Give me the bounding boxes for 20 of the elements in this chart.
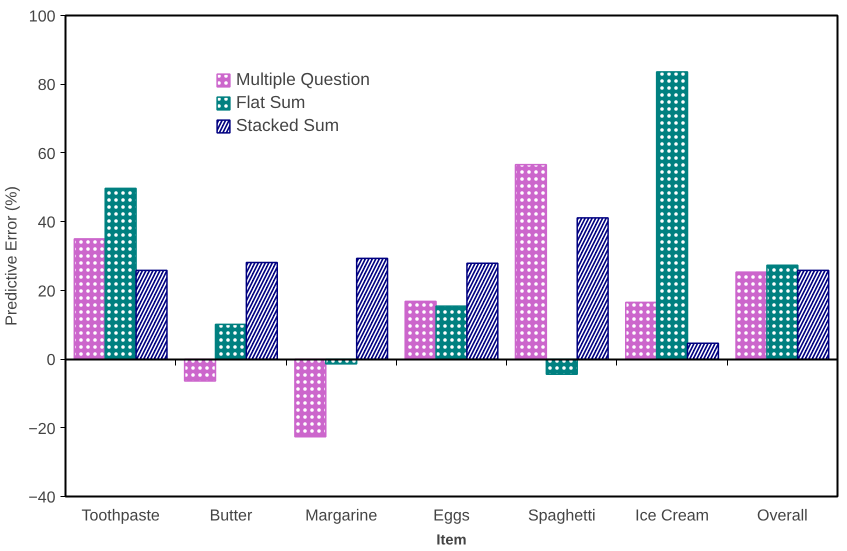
legend-label: Flat Sum	[236, 92, 306, 113]
y-tick-label: −20	[28, 420, 56, 438]
x-tick-label: Ice Cream	[635, 508, 709, 524]
y-tick-label: 100	[28, 8, 56, 26]
y-axis-title: Predictive Error (%)	[3, 186, 20, 326]
y-tick-label: 40	[38, 214, 56, 232]
y-tick-label: 0	[46, 352, 56, 370]
y-tick-label: −40	[28, 490, 56, 506]
y-tick-label: 60	[38, 146, 56, 163]
x-tick-label: Eggs	[433, 508, 470, 524]
y-tick-label: 80	[38, 77, 56, 94]
legend-label: Multiple Question	[236, 69, 370, 90]
x-tick-label: Margarine	[305, 508, 378, 524]
x-tick-label: Overall	[757, 508, 808, 524]
x-tick-label: Butter	[210, 508, 253, 524]
x-tick-label: Toothpaste	[82, 508, 160, 524]
x-tick-label: Spaghetti	[528, 508, 596, 524]
y-tick-label: 20	[38, 283, 56, 300]
legend-label: Stacked Sum	[236, 115, 340, 136]
x-axis-title: Item	[436, 532, 467, 548]
